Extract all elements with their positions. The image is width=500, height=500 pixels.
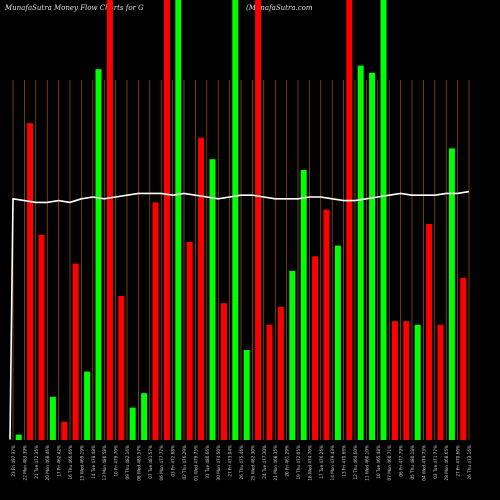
x-tick-label: 03 Tue 471.77% bbox=[433, 445, 438, 479]
chart-title: MunafaSutra Money Flow Charts for G bbox=[5, 4, 144, 12]
x-tick-label: 04 Wed 474.73% bbox=[421, 445, 426, 481]
money-flow-bar bbox=[209, 159, 216, 440]
x-tick-label: 05 Thu 480.18% bbox=[410, 445, 415, 480]
money-flow-bar bbox=[437, 324, 444, 440]
money-flow-bar bbox=[369, 72, 376, 441]
money-flow-bar bbox=[49, 396, 56, 440]
x-tick-label: 13 Fri 470.66% bbox=[342, 445, 347, 477]
x-tick-label: 31 Tue 480.66% bbox=[205, 445, 210, 479]
money-flow-bar bbox=[289, 270, 296, 440]
money-flow-bar bbox=[95, 69, 102, 440]
money-flow-bar bbox=[266, 324, 273, 440]
x-tick-label: 10 Fri 479.70% bbox=[114, 445, 119, 477]
x-tick-label: 26 Thu 473.16% bbox=[467, 445, 472, 480]
x-tick-label: 17 Tue 476.26% bbox=[319, 445, 324, 479]
money-flow-bar bbox=[460, 278, 467, 440]
x-tick-label: 11 Wed 460.10% bbox=[364, 445, 369, 481]
money-flow-bar bbox=[27, 123, 34, 440]
money-flow-bar bbox=[175, 0, 182, 440]
x-tick-label: 03 Fri 472.68% bbox=[171, 445, 176, 477]
x-tick-label: 22 Mon 483.39% bbox=[22, 445, 27, 480]
money-flow-bar bbox=[334, 245, 341, 440]
x-tick-label: 06 Fri 477.79% bbox=[399, 445, 404, 477]
money-flow-bar bbox=[232, 0, 239, 440]
money-flow-bar bbox=[84, 371, 91, 440]
x-tick-label: 02 Thu 476.29% bbox=[182, 445, 187, 480]
money-flow-line bbox=[9, 190, 470, 440]
money-flow-bar bbox=[61, 422, 68, 440]
x-tick-label: 12 Thu 464.60% bbox=[353, 445, 358, 480]
money-flow-bar bbox=[357, 65, 364, 440]
money-flow-bar bbox=[141, 393, 148, 440]
money-flow-bar bbox=[72, 263, 79, 440]
x-tick-label: 14 Tue 478.48% bbox=[91, 445, 96, 479]
x-tick-label: 17 Fri 462.42% bbox=[57, 445, 62, 477]
money-flow-bar bbox=[277, 306, 284, 440]
x-tick-label: 20 Fri 461.29% bbox=[285, 445, 290, 477]
x-tick-label: 27 Fri 470.60% bbox=[456, 445, 461, 477]
money-flow-bar bbox=[152, 202, 159, 440]
money-flow-bar bbox=[380, 0, 387, 440]
money-flow-bar bbox=[186, 242, 193, 440]
money-flow-bar bbox=[38, 234, 45, 440]
money-flow-bar bbox=[129, 407, 136, 440]
money-flow-bar bbox=[198, 137, 205, 440]
money-flow-bar bbox=[312, 256, 319, 440]
x-tick-label: 07 Mon 460.71% bbox=[387, 445, 392, 480]
x-tick-label: 10 Tue 465.48% bbox=[376, 445, 381, 479]
money-flow-bar bbox=[323, 209, 330, 440]
money-flow-bar bbox=[426, 224, 433, 440]
x-tick-label: 23 Fri 497.37% bbox=[11, 445, 16, 477]
money-flow-bar bbox=[414, 324, 421, 440]
money-flow-bar bbox=[448, 148, 455, 440]
money-flow-bar bbox=[255, 0, 262, 440]
x-tick-label: 13 Mon 480.58% bbox=[102, 445, 107, 480]
money-flow-bar bbox=[106, 0, 113, 440]
x-tick-label: 30 Mon 474.50% bbox=[216, 445, 221, 480]
x-tick-label: 28 Mon 468.65% bbox=[444, 445, 449, 480]
x-tick-label: 21 Tue 472.35% bbox=[34, 445, 39, 479]
x-tick-label: 18 Wed 474.70% bbox=[307, 445, 312, 481]
x-tick-label: 26 Thu 475.46% bbox=[239, 445, 244, 480]
x-tick-label: 08 Wed 485.57% bbox=[136, 445, 141, 481]
x-tick-label: 24 Tue 477.30% bbox=[262, 445, 267, 479]
x-tick-label: 01 Wed 479.75% bbox=[193, 445, 198, 481]
money-flow-bar bbox=[15, 434, 22, 440]
site-label: (MunafaSutra.com bbox=[246, 4, 313, 12]
x-tick-label: 06 Mon 477.77% bbox=[159, 445, 164, 480]
x-tick-label: 07 Tue 481.57% bbox=[148, 445, 153, 479]
x-tick-label: 14 Mon 479.43% bbox=[330, 445, 335, 480]
money-flow-bar bbox=[243, 350, 250, 440]
money-flow-bar bbox=[220, 303, 227, 440]
x-tick-label: 09 Thu 482.16% bbox=[125, 445, 130, 480]
x-tick-label: 15 Wed 469.19% bbox=[79, 445, 84, 481]
money-flow-bar bbox=[300, 170, 307, 440]
x-tick-label: 21 Mon 468.35% bbox=[273, 445, 278, 480]
money-flow-bar bbox=[163, 0, 170, 440]
money-flow-bar bbox=[118, 296, 125, 440]
money-flow-bar bbox=[403, 321, 410, 440]
x-tick-label: 25 Wed 482.30% bbox=[250, 445, 255, 481]
x-tick-label: 20 Mon 468.46% bbox=[45, 445, 50, 480]
money-flow-bar bbox=[391, 321, 398, 440]
x-tick-label: 19 Thu 472.05% bbox=[296, 445, 301, 480]
money-flow-bar bbox=[346, 0, 353, 440]
x-tick-label: 16 Thu 466.66% bbox=[68, 445, 73, 480]
x-tick-label: 27 Fri 473.04% bbox=[228, 445, 233, 477]
